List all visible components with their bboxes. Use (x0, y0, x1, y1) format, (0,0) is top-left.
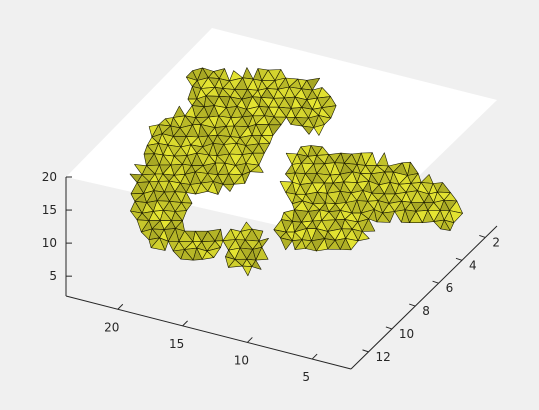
y-axis-line (65, 295, 352, 370)
x-tick-label: 4 (469, 258, 477, 272)
mesh-triangle (368, 209, 378, 223)
mesh-triangle (361, 218, 376, 232)
mesh-triangle (316, 238, 329, 252)
z-tick-label: 10 (42, 236, 57, 250)
x-tick-mark (385, 326, 393, 330)
mesh-triangle (192, 247, 203, 261)
mesh-triangle (255, 247, 269, 261)
mesh-triangle (242, 265, 253, 277)
z-tick-label: 20 (42, 170, 57, 184)
mesh-triangle (409, 211, 423, 223)
mesh-triangle (376, 212, 391, 223)
x-tick-mark (409, 303, 416, 307)
mesh-triangle (294, 239, 306, 250)
x-tick-label: 10 (399, 327, 414, 341)
y-tick-label: 10 (234, 353, 249, 367)
y-tick-mark (247, 337, 253, 343)
y-tick-mark (311, 353, 318, 360)
mesh-triangle (279, 237, 293, 251)
x-tick-mark (455, 257, 463, 261)
isosurface-mesh (129, 67, 463, 277)
x-tick-label: 6 (446, 281, 454, 295)
mesh-triangle (440, 219, 451, 231)
y-tick-label: 5 (302, 370, 310, 384)
x-axis-ticks: 2 4 6 8 10 12 (362, 234, 500, 364)
mesh-triangle (185, 184, 196, 195)
mesh-triangle (150, 237, 166, 251)
mesh-triangle (422, 210, 435, 223)
x-axis-line (350, 225, 498, 370)
x-tick-label: 12 (376, 350, 391, 364)
mesh-triangle (327, 240, 341, 250)
mesh-triangle (207, 181, 219, 195)
x-tick-mark (362, 349, 369, 353)
mesh-triangle (339, 238, 352, 251)
z-axis-ticks: 5 10 15 20 (42, 170, 72, 283)
mesh-triangle (222, 183, 235, 192)
x-tick-mark (432, 280, 439, 284)
z-tick-label: 15 (42, 203, 57, 217)
mesh-triangle (201, 250, 215, 260)
mesh-triangle (401, 209, 410, 223)
mesh-triangle (301, 125, 315, 135)
x-tick-label: 8 (422, 304, 430, 318)
mesh-triangle (233, 174, 246, 185)
y-tick-label: 20 (104, 320, 119, 334)
y-tick-mark (117, 303, 124, 310)
x-tick-mark (479, 234, 486, 238)
mesh-triangle (251, 259, 262, 270)
mesh-triangle (195, 182, 208, 195)
mesh-triangle (290, 117, 303, 127)
mesh-triangle (305, 240, 317, 252)
mesh-triangle (313, 124, 325, 136)
y-tick-mark (182, 320, 188, 327)
y-axis-ticks: 5 10 15 20 (104, 303, 318, 384)
mesh-triangle (228, 259, 243, 268)
x-tick-label: 2 (492, 235, 500, 249)
mesh-triangle (249, 164, 264, 173)
mesh-triangle (357, 231, 370, 242)
z-tick-label: 5 (49, 269, 57, 283)
y-tick-label: 15 (169, 337, 184, 351)
mesh-triangle (180, 249, 194, 261)
